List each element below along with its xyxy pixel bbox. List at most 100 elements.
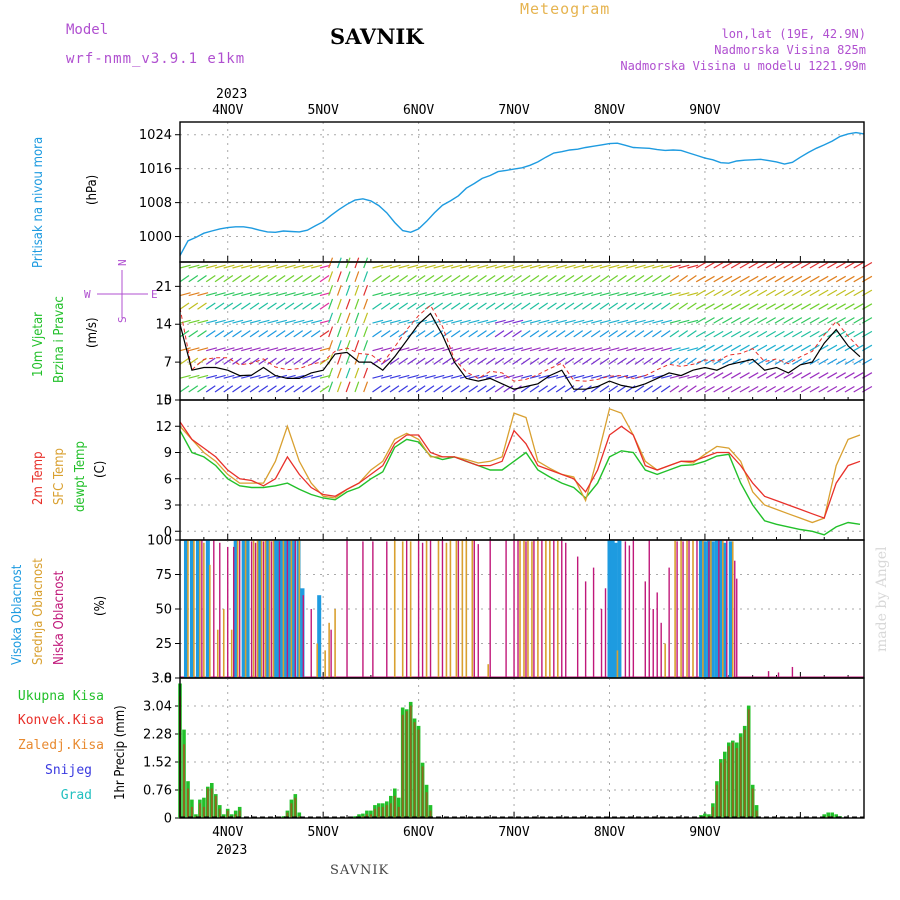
cloud-mid-bar: [401, 541, 404, 678]
wind-barb: [477, 357, 487, 365]
wind-barb: [310, 302, 321, 310]
cloud-mid-bar: [324, 650, 326, 678]
cloud-low-bar: [652, 609, 654, 678]
cloud-mid-bar: [519, 540, 521, 678]
wind-barb: [564, 275, 575, 283]
wind-barb: [687, 347, 699, 352]
wind-barb: [774, 275, 785, 283]
wind-speed-line: [179, 312, 861, 390]
wind-barb: [538, 357, 549, 365]
wind-barb: [792, 344, 803, 352]
wind-barb: [730, 275, 742, 283]
wind-barb: [827, 261, 838, 269]
wind-barb: [380, 275, 391, 283]
cloud-high-bar: [265, 540, 270, 678]
y-tick-label: 50: [155, 603, 172, 618]
wind-barb: [512, 275, 522, 283]
wind-barb: [625, 357, 636, 365]
y-tick-label: 15: [155, 394, 172, 409]
wind-barb: [529, 374, 541, 379]
wind-barb: [529, 319, 541, 324]
wind-barb: [521, 374, 532, 379]
wind-barb: [249, 264, 261, 269]
cloud-low-bar: [682, 541, 684, 678]
wind-barb: [669, 385, 680, 393]
wind-barb: [328, 326, 334, 338]
cloud-mid-bar: [523, 540, 525, 678]
wind-gust-line: [179, 304, 861, 382]
wind-barb: [800, 385, 812, 393]
wind-barb: [249, 330, 260, 338]
wind-barb: [827, 344, 838, 352]
wind-barb: [722, 261, 733, 269]
wind-barb: [582, 302, 592, 310]
bottom-year: 2023: [216, 843, 247, 858]
wind-barb: [328, 271, 334, 283]
wind-barb: [538, 385, 549, 393]
wind-barb: [302, 374, 314, 379]
wind-barb: [625, 330, 636, 338]
wind-barb: [722, 289, 733, 297]
cloud-low-bar: [708, 541, 710, 678]
wind-barb: [722, 358, 733, 365]
wind-barb: [547, 275, 557, 283]
precip-total-bar: [281, 816, 286, 818]
wind-barb: [389, 292, 401, 297]
wind-barb: [258, 264, 270, 269]
cloud-mid-bar: [731, 541, 734, 678]
wind-barb: [503, 330, 514, 338]
wind-barb: [407, 264, 419, 269]
wind-barb: [468, 275, 479, 283]
cloud-low-bar: [576, 556, 579, 678]
wind-barb: [345, 257, 351, 269]
precip-conv-bar: [183, 744, 185, 818]
wind-barb: [512, 374, 524, 379]
cloud-low-bar: [362, 541, 364, 678]
cloud-high-bar: [702, 541, 707, 678]
wind-barb: [214, 292, 226, 297]
cloud-low-bar: [405, 540, 408, 678]
wind-barb: [739, 344, 750, 352]
wind-barb: [459, 347, 471, 352]
wind-barb: [485, 275, 496, 283]
precip-conv-bar: [397, 806, 400, 818]
wind-barb: [442, 385, 452, 393]
wind-barb: [713, 317, 724, 324]
wind-barb: [547, 264, 559, 269]
wind-barb: [293, 347, 305, 352]
y-tick-label: 1008: [139, 196, 172, 211]
model-label: Model: [66, 22, 108, 38]
wind-barb: [765, 372, 777, 379]
wind-barb: [757, 358, 768, 365]
wind-barb: [205, 357, 216, 365]
wind-barb: [844, 358, 855, 365]
cloud-unit: (%): [93, 596, 108, 616]
wind-barb: [415, 275, 426, 283]
wind-barb: [844, 303, 855, 310]
wind-barb: [424, 347, 436, 352]
wind-barb: [608, 357, 619, 365]
wind-barb: [345, 367, 351, 379]
wind-barb: [774, 330, 785, 338]
wind-barb: [223, 319, 235, 324]
wind-barb: [520, 357, 531, 365]
wind-barb: [652, 264, 664, 269]
precip-conv-bar: [290, 803, 293, 818]
wind-barb: [626, 319, 637, 324]
wind-barb: [757, 317, 768, 324]
wind-barb: [809, 275, 820, 283]
y-tick-label: 9: [164, 446, 172, 461]
wind-barb: [232, 302, 242, 310]
wind-barb: [468, 347, 480, 352]
wind-barb: [591, 292, 602, 297]
wind-barb: [442, 302, 452, 310]
precip-conv-bar: [425, 792, 428, 818]
wind-barb: [433, 302, 444, 310]
wind-barb: [311, 264, 323, 269]
cloud-high-bar: [195, 540, 200, 678]
wind-barb: [730, 289, 742, 297]
wind-barb: [477, 385, 487, 393]
precip-conv-bar: [369, 814, 372, 818]
cloud-mid-bar: [236, 540, 239, 678]
wind-barb: [643, 292, 655, 297]
